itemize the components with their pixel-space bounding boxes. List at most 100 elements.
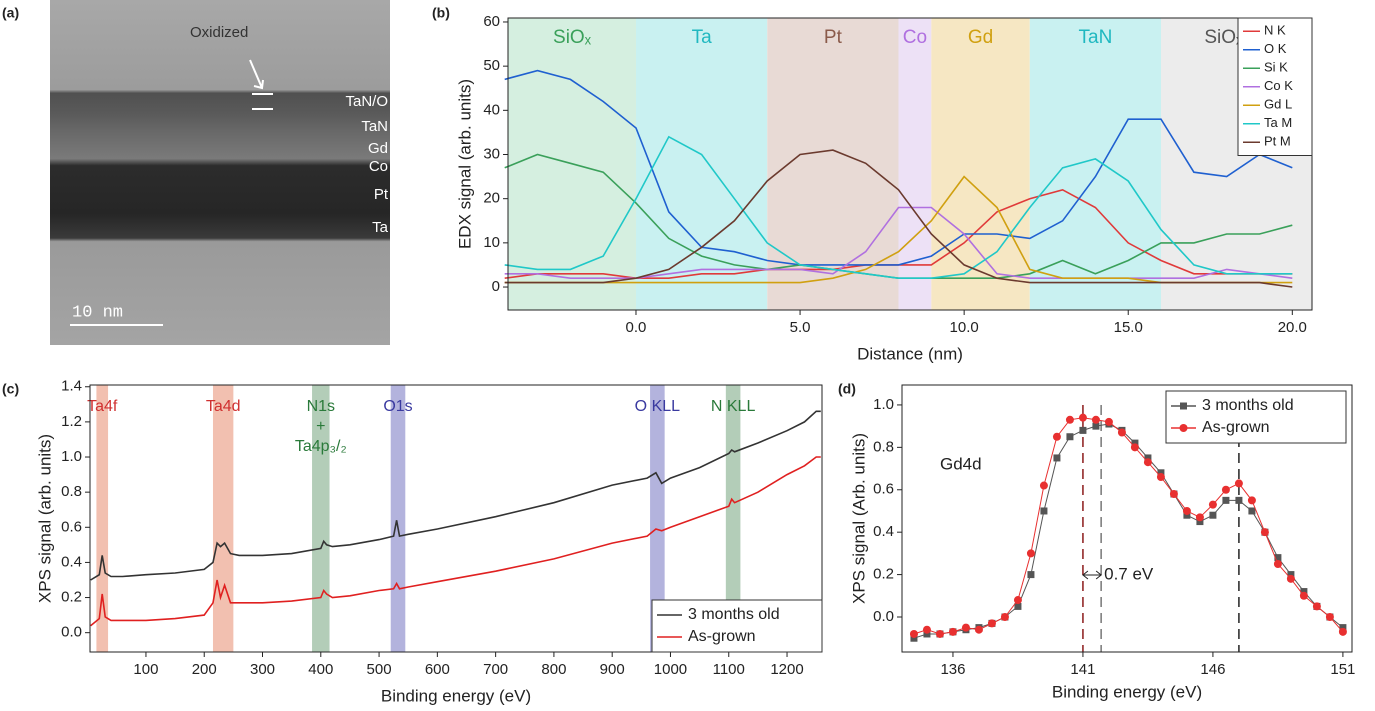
x-tick-label: 146 [1200, 661, 1225, 678]
marker [1300, 588, 1308, 596]
y-tick-label: 0.0 [61, 624, 82, 641]
marker [1091, 415, 1100, 424]
marker [1287, 571, 1295, 579]
band [931, 18, 1030, 310]
plot-frame [507, 17, 1313, 311]
marker [961, 623, 970, 632]
plot-frame [89, 384, 823, 653]
annotation: 0.7 eV [1104, 564, 1154, 583]
panel-label: (a) [2, 5, 19, 21]
panel-label: (c) [2, 381, 19, 397]
series-line [504, 149, 1293, 288]
scale-bar-label: 10 nm [72, 303, 123, 322]
marker [1027, 571, 1035, 579]
band-label: SiOₓ [553, 27, 592, 48]
y-axis-title: EDX signal (arb. units) [455, 79, 474, 249]
y-tick-label: 1.0 [61, 448, 82, 465]
arrow [249, 59, 264, 90]
y-tick-label: 10 [483, 234, 500, 251]
marker [923, 630, 931, 638]
marker [1078, 413, 1087, 422]
marker [1196, 518, 1204, 526]
y-tick-label: 1.2 [61, 413, 82, 430]
marker [1013, 596, 1022, 605]
y-tick-label: 0.2 [873, 566, 894, 583]
band-label: + [316, 418, 325, 435]
y-tick-label: 0.8 [873, 438, 894, 455]
x-tick-label: 10.0 [950, 319, 979, 336]
marker [1053, 454, 1061, 462]
band-label: Pt [824, 27, 843, 48]
x-tick-label: 5.0 [790, 319, 811, 336]
y-axis-title: XPS signal (arb. units) [35, 434, 54, 603]
marker [1169, 490, 1178, 499]
marker [1195, 513, 1204, 522]
series-line [504, 135, 1293, 279]
marker [1208, 500, 1217, 509]
legend-label: N K [1264, 23, 1286, 38]
marker [1247, 496, 1256, 505]
panel-label: (d) [838, 381, 856, 397]
legend-marker [1180, 402, 1187, 410]
layer-label: Ta [372, 219, 389, 236]
band-label: Ta4p₃/₂ [295, 438, 347, 455]
x-axis-title: Binding energy (eV) [1052, 682, 1202, 701]
annotation: Gd4d [940, 454, 982, 473]
band-label: TaN [1079, 27, 1113, 48]
marker [1325, 613, 1334, 622]
x-tick-label: 1200 [770, 661, 803, 678]
legend-label: 3 months old [1202, 397, 1294, 414]
band-label: Co [903, 27, 927, 48]
marker [1209, 511, 1217, 519]
x-tick-label: 800 [541, 661, 566, 678]
marker [1338, 627, 1347, 636]
marker [1052, 432, 1061, 441]
marker [910, 634, 918, 642]
marker [1039, 481, 1048, 490]
panel-label: (b) [432, 5, 450, 21]
marker [1248, 507, 1256, 515]
y-tick-label: 0.8 [61, 483, 82, 500]
x-tick-label: 200 [192, 661, 217, 678]
x-tick-label: 900 [600, 661, 625, 678]
marker [1235, 496, 1243, 504]
x-tick-label: 1100 [713, 661, 745, 678]
x-tick-label: 136 [940, 661, 965, 678]
legend-label: As-grown [1202, 419, 1270, 436]
plot-frame [901, 384, 1353, 653]
marker [1000, 613, 1009, 622]
marker [1222, 496, 1230, 504]
y-tick-label: 1.4 [61, 378, 82, 395]
panel: (b)SiOₓ Ta Pt Co Gd TaN SiOₓ(C)0.0 5.0 10.0 15.0 2… [432, 5, 1313, 363]
x-tick-label: 20.0 [1278, 319, 1307, 336]
legend-label: Si K [1264, 60, 1288, 75]
y-tick-label: 0.2 [61, 589, 82, 606]
marker [1014, 602, 1022, 610]
marker [948, 627, 957, 636]
y-tick-label: 20 [483, 190, 500, 207]
series-line [90, 456, 821, 627]
marker [974, 625, 983, 634]
y-tick-label: 0.0 [873, 608, 894, 625]
marker [987, 619, 996, 628]
band [1029, 18, 1162, 310]
band-label: N KLL [711, 398, 756, 415]
legend-label: As-grown [688, 628, 756, 645]
y-tick-label: 30 [483, 145, 500, 162]
legend-label: Ta M [1264, 115, 1292, 130]
legend-label: O K [1264, 41, 1287, 56]
marker [935, 629, 944, 638]
band-label: O1s [383, 398, 412, 415]
x-tick-label: 100 [133, 661, 158, 678]
x-axis-title: Distance (nm) [857, 344, 963, 363]
layer-label: Pt [374, 186, 389, 203]
x-tick-label: 15.0 [1114, 319, 1143, 336]
marker [1299, 591, 1308, 600]
x-tick-label: 151 [1330, 661, 1355, 678]
series-line [504, 69, 1293, 266]
band-label: Ta [692, 27, 713, 48]
marker [1157, 469, 1165, 477]
tem-image: (a) Oxidized TaN/O TaN Gd Co Pt Ta 10 nm [2, 0, 390, 345]
series-line [913, 417, 1344, 635]
y-tick-label: 0.4 [873, 523, 894, 540]
